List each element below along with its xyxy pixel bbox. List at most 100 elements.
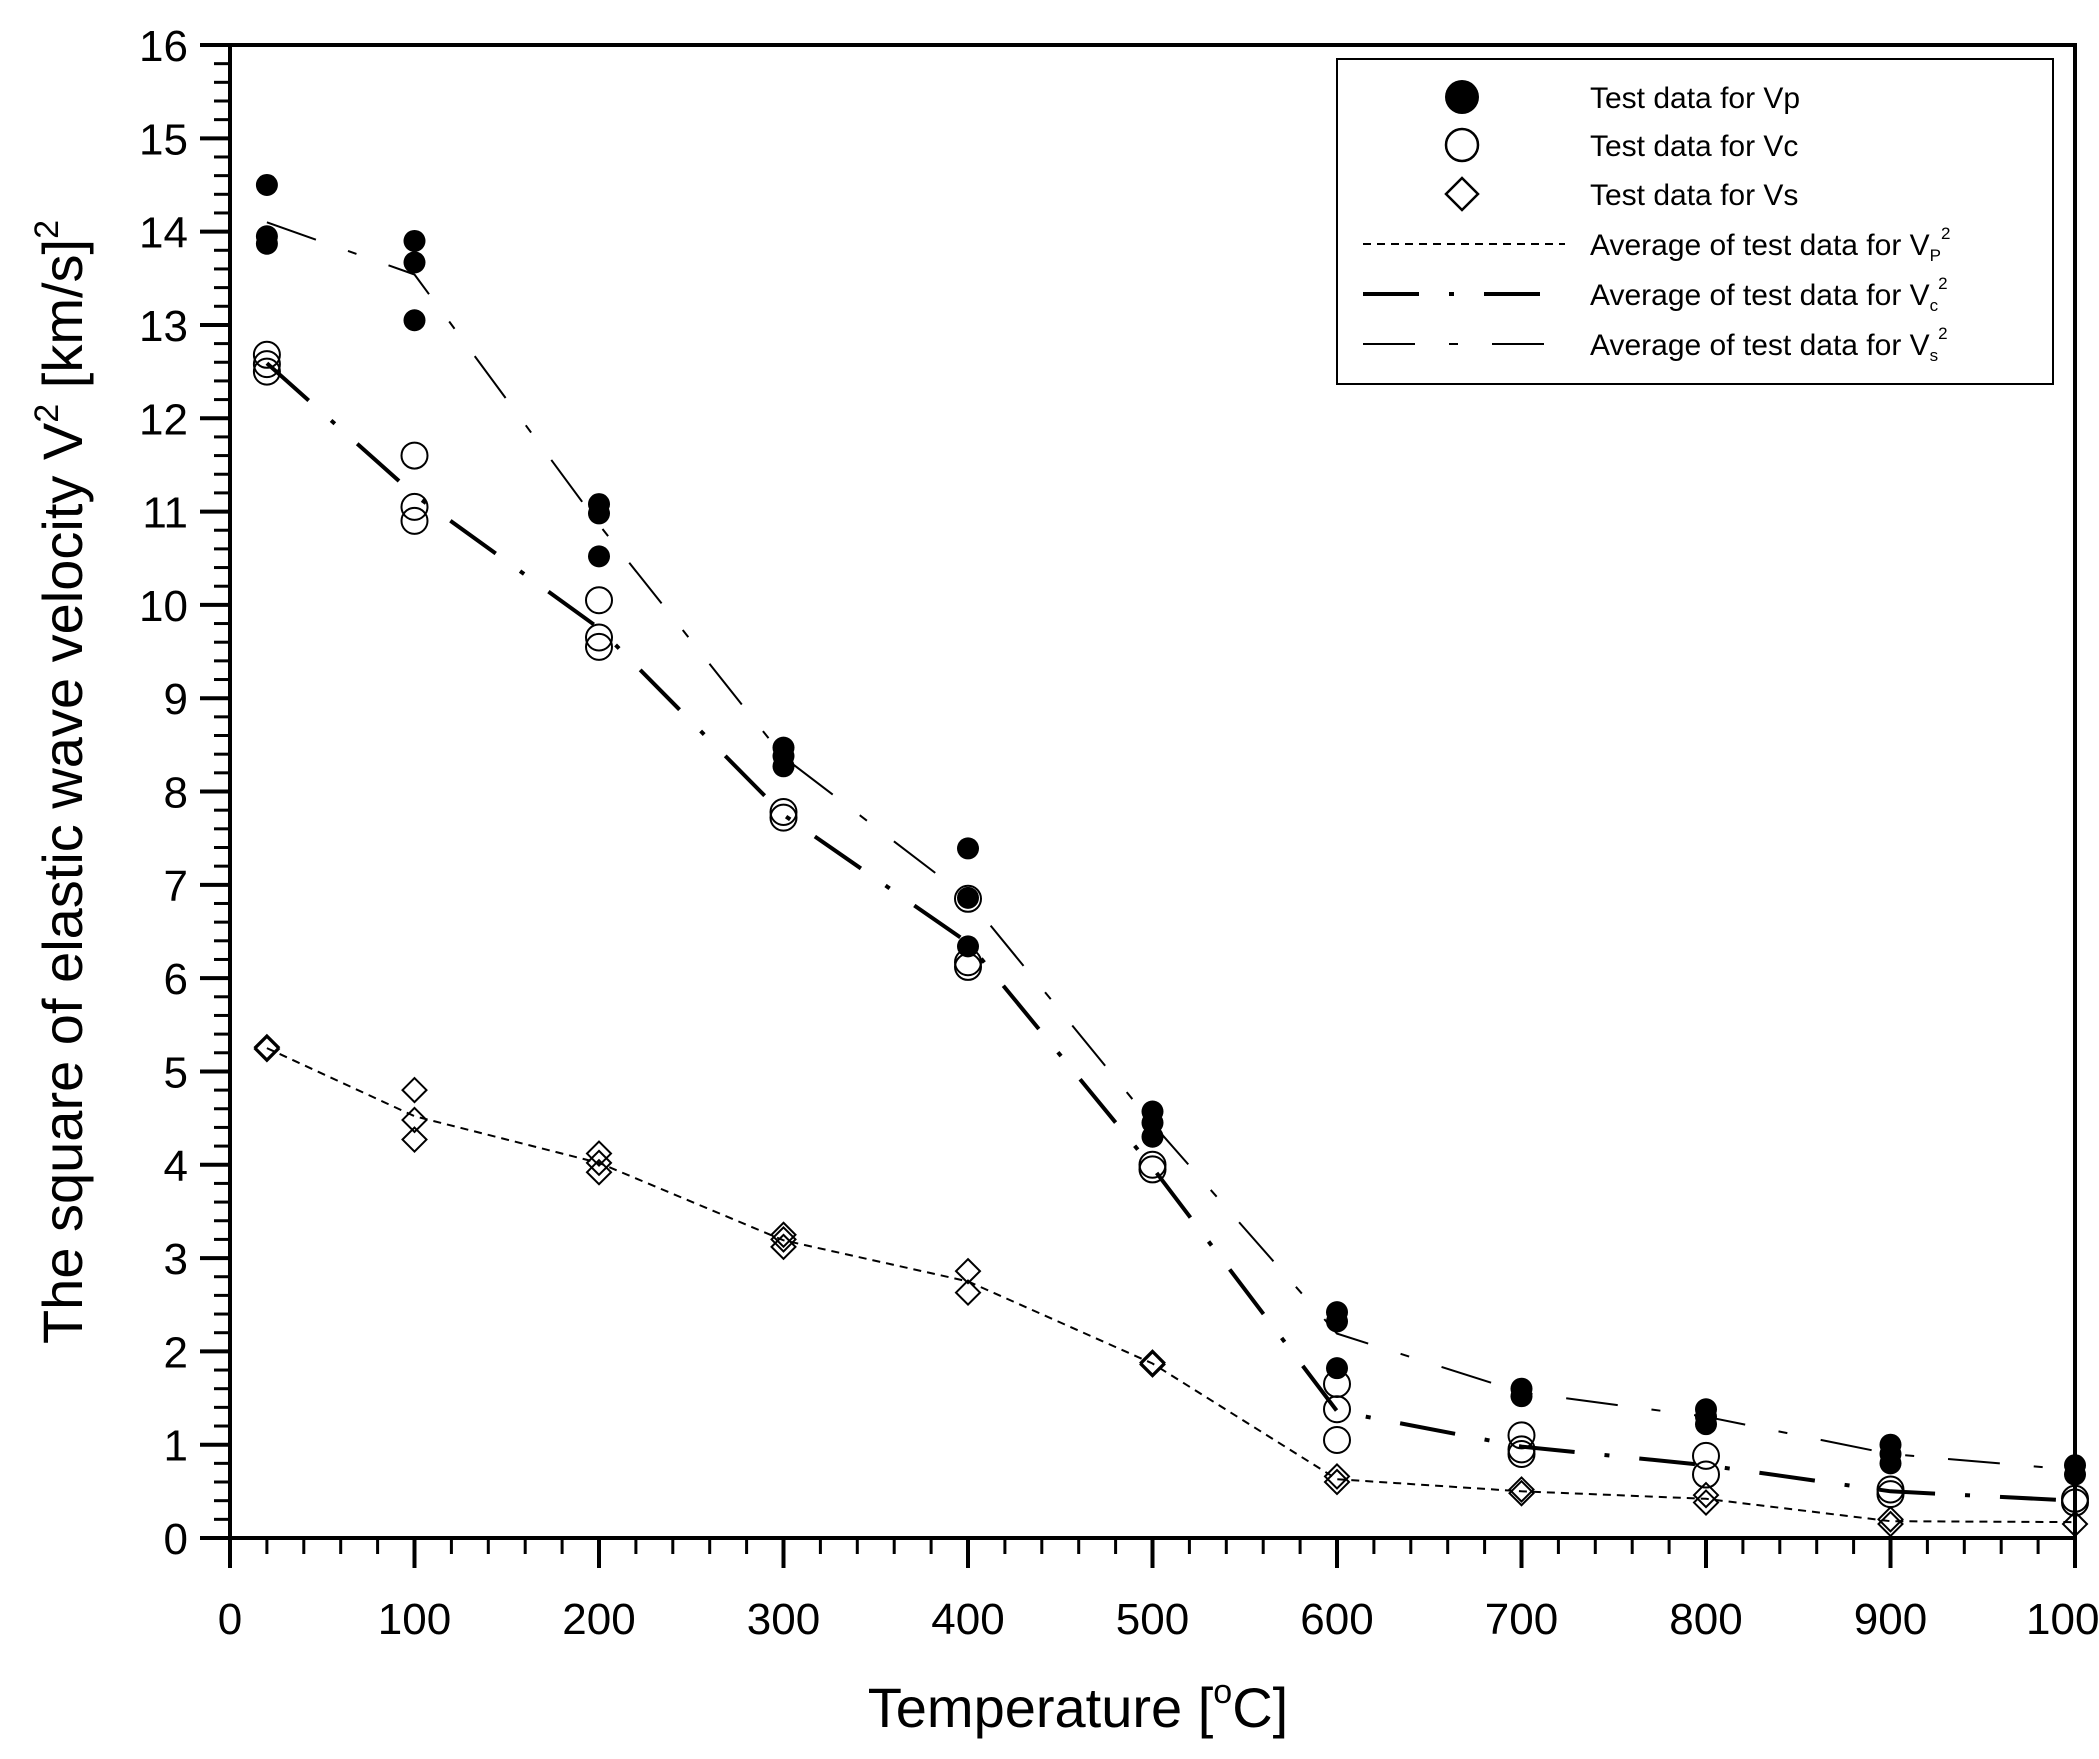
- vc-data-point: [252, 350, 281, 379]
- y-tick-label: 2: [164, 1328, 188, 1377]
- data-points: [252, 173, 2089, 1538]
- vs-data-point: [1508, 1476, 1535, 1503]
- vc-data-point: [954, 952, 982, 981]
- vs-data-point: [1692, 1481, 1720, 1509]
- x-tick-label: 300: [747, 1595, 820, 1644]
- vs-data-point: [585, 1149, 613, 1177]
- vs-data-point: [1692, 1489, 1720, 1516]
- vp-data-point: [1695, 1413, 1717, 1436]
- vc-data-point: [1323, 1395, 1351, 1424]
- vs-data-point: [1508, 1479, 1535, 1507]
- vp-data-point: [1141, 1125, 1164, 1148]
- vs-data-point: [770, 1221, 797, 1249]
- y-axis-title: The square of elastic wave velocity V2 […: [28, 220, 94, 1344]
- x-tick-label: 800: [1669, 1595, 1742, 1644]
- x-tick-label: 600: [1300, 1595, 1373, 1644]
- x-axis-title: Temperature [oC]: [868, 1673, 1288, 1739]
- y-tick-label: 1: [164, 1422, 188, 1471]
- vp-data-point: [1326, 1310, 1348, 1333]
- vs-data-point: [954, 1279, 982, 1307]
- vs-data-point: [1139, 1349, 1166, 1376]
- x-tick-label: 100: [378, 1595, 451, 1644]
- vc-data-point: [1138, 1155, 1167, 1184]
- vc-data-point: [400, 441, 429, 470]
- vp-data-point: [1326, 1357, 1348, 1380]
- vs-data-point: [253, 1033, 281, 1061]
- vs-data-point: [1877, 1505, 1904, 1533]
- vp-data-point: [403, 229, 426, 252]
- x-tick-label: 900: [1854, 1595, 1927, 1644]
- vc-data-point: [585, 632, 613, 661]
- y-tick-label: 16: [139, 22, 188, 71]
- vp-data-point: [957, 886, 979, 909]
- x-tick-label: 700: [1485, 1595, 1558, 1644]
- legend-marker-vs: [1444, 176, 1480, 212]
- vc-data-point: [252, 340, 281, 369]
- vp-data-point: [588, 545, 610, 568]
- axis-ticks: [200, 43, 2077, 1568]
- vs-data-point: [585, 1158, 613, 1186]
- vs-data-point: [401, 1126, 428, 1153]
- y-tick-label: 14: [139, 209, 188, 258]
- legend-label-vp: Test data for Vp: [1590, 82, 1800, 115]
- legend-marker-vc: [1444, 127, 1480, 163]
- x-tick-label: 0: [218, 1595, 242, 1644]
- legend-marker-vp: [1445, 80, 1479, 114]
- vs-data-point: [1323, 1468, 1351, 1496]
- y-tick-label: 5: [164, 1048, 188, 1097]
- legend-box: [1336, 58, 2054, 385]
- vc-data-point: [585, 586, 613, 615]
- vp-data-point: [255, 173, 278, 196]
- y-tick-label: 9: [164, 675, 188, 724]
- legend-label-vs2: Average of test data for Vs2: [1590, 324, 1948, 365]
- x-tick-label: 400: [931, 1595, 1004, 1644]
- legend-label-vc2: Average of test data for Vc2: [1590, 274, 1948, 315]
- vp-data-point: [403, 309, 426, 332]
- y-tick-label: 0: [164, 1515, 188, 1564]
- y-tick-label: 10: [139, 582, 188, 631]
- vc-data-point: [585, 623, 613, 652]
- vp-data-point: [957, 935, 979, 958]
- y-tick-label: 3: [164, 1235, 188, 1284]
- vp-data-point: [772, 755, 795, 778]
- vs-data-point: [770, 1225, 797, 1253]
- vp-data-point: [1510, 1385, 1533, 1408]
- y-tick-label: 13: [139, 302, 188, 351]
- vc-data-point: [769, 798, 798, 827]
- vs-data-point: [1139, 1351, 1166, 1378]
- vc-data-point: [769, 803, 798, 832]
- vs-data-point: [1323, 1462, 1351, 1490]
- vc-data-point: [400, 506, 429, 535]
- legend-label-vp2: Average of test data for VP2: [1590, 224, 1950, 265]
- vs-data-point: [585, 1140, 613, 1167]
- vc-data-point: [400, 492, 429, 521]
- x-tick-label: 200: [562, 1595, 635, 1644]
- vp-data-point: [1879, 1452, 1902, 1475]
- vc-data-point: [252, 357, 281, 386]
- vc-data-point: [1507, 1421, 1536, 1450]
- vc-data-point: [1323, 1426, 1351, 1455]
- vs-data-point: [401, 1106, 428, 1134]
- vp-data-point: [403, 251, 426, 274]
- y-tick-label: 11: [142, 489, 188, 538]
- vp-data-point: [255, 232, 278, 255]
- legend-label-vc: Test data for Vc: [1590, 130, 1798, 163]
- vs-data-point: [954, 1257, 982, 1285]
- y-tick-label: 12: [139, 395, 188, 444]
- vs-data-point: [770, 1233, 797, 1261]
- legend: Test data for Vp Test data for Vc Test d…: [1336, 58, 2054, 385]
- average-line-vp2: [266, 1047, 2076, 1524]
- y-tick-label: 8: [164, 769, 188, 818]
- y-tick-label: 7: [164, 862, 188, 911]
- x-tick-label: 500: [1116, 1595, 1189, 1644]
- vc-data-point: [954, 884, 982, 913]
- average-line-vc2: [265, 361, 2076, 1503]
- vp-data-point: [588, 502, 610, 525]
- average-lines: [265, 221, 2076, 1524]
- y-tick-label: 4: [164, 1142, 188, 1191]
- vc-data-point: [1692, 1441, 1720, 1470]
- vc-data-point: [1692, 1460, 1720, 1489]
